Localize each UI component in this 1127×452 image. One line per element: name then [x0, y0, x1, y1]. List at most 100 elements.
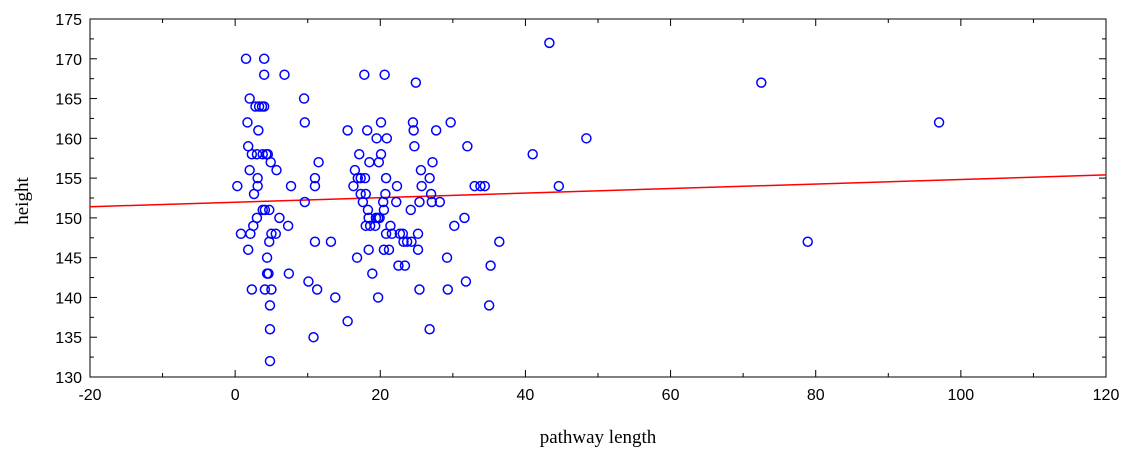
scatter-point — [252, 172, 263, 184]
scatter-point — [361, 125, 373, 136]
scatter-point — [352, 172, 364, 184]
scatter-point — [485, 260, 496, 271]
scatter-point — [282, 220, 294, 232]
scatter-point — [253, 125, 264, 136]
scatter-point — [544, 37, 555, 49]
y-tick-label: 170 — [55, 52, 82, 69]
scatter-point — [367, 268, 378, 279]
scatter-point — [380, 172, 392, 184]
scatter-point — [364, 220, 376, 232]
scatter-point — [408, 125, 419, 136]
scatter-point — [232, 180, 243, 192]
scatter-point — [351, 252, 363, 263]
scatter-point — [258, 53, 270, 65]
scatter-point — [359, 69, 370, 80]
scatter-point — [527, 148, 538, 160]
scatter-point — [460, 276, 472, 287]
scatter-point — [240, 53, 252, 65]
scatter-point — [380, 188, 391, 200]
scatter-point — [386, 228, 398, 240]
scatter-point — [257, 148, 268, 160]
scatter-point — [399, 260, 411, 271]
scatter-point — [381, 133, 393, 144]
scatter-point — [251, 212, 263, 224]
scatter-point — [375, 148, 387, 160]
scatter-point — [266, 284, 277, 295]
scatter-point — [359, 172, 371, 184]
scatter-point — [244, 164, 255, 176]
scatter-point — [342, 125, 353, 136]
scatter-point — [364, 156, 375, 168]
scatter-point — [581, 133, 592, 144]
scatter-point — [374, 212, 385, 224]
scatter-point — [348, 180, 359, 192]
scatter-point — [427, 156, 438, 168]
scatter-point — [442, 284, 454, 295]
scatter-point — [355, 172, 366, 184]
scatter-point — [298, 93, 310, 104]
x-tick-label: 60 — [662, 387, 680, 404]
scatter-point — [410, 77, 422, 88]
scatter-point — [308, 331, 319, 343]
y-tick-label: 165 — [55, 92, 82, 109]
y-tick-label: 145 — [55, 251, 82, 268]
scatter-point — [445, 117, 456, 128]
scatter-point — [303, 276, 314, 287]
scatter-point — [309, 236, 321, 248]
scatter-point — [371, 133, 382, 144]
scatter-point — [325, 236, 337, 248]
scatter-point — [412, 228, 424, 240]
scatter-point — [313, 156, 324, 168]
scatter-point — [378, 204, 390, 216]
scatter-point — [412, 244, 424, 255]
scatter-point — [494, 236, 505, 248]
scatter-point — [380, 228, 392, 240]
scatter-point — [242, 244, 254, 255]
x-tick-label: 0 — [231, 387, 240, 404]
scatter-point — [353, 148, 365, 160]
scatter-point — [299, 117, 311, 128]
scatter-point — [283, 268, 295, 279]
scatter-point — [252, 180, 263, 192]
scatter-point — [378, 244, 390, 255]
scatter-point — [330, 292, 341, 303]
scatter-point — [363, 244, 374, 255]
scatter-point — [309, 172, 321, 184]
scatter-point — [360, 188, 372, 200]
plot-frame — [89, 18, 1107, 378]
scatter-point — [299, 196, 311, 208]
scatter-point — [375, 117, 387, 128]
scatter-point — [462, 141, 473, 152]
scatter-point — [407, 117, 419, 128]
scatter-point — [430, 125, 442, 136]
scatter-point — [244, 93, 255, 104]
scatter-point — [414, 196, 425, 208]
scatter-point — [426, 196, 438, 208]
scatter-point — [397, 228, 409, 240]
scatter-point — [449, 220, 460, 232]
scatter-point — [424, 324, 435, 335]
scatter-point — [434, 196, 446, 208]
scatter-point — [246, 148, 258, 160]
scatter-point — [469, 180, 480, 192]
scatter-point — [398, 236, 409, 248]
scatter-point — [259, 284, 271, 295]
scatter-point — [391, 180, 403, 192]
scatter-point — [383, 244, 395, 255]
y-tick-label: 140 — [55, 290, 82, 307]
scatter-point — [311, 284, 323, 295]
scatter-point — [415, 164, 427, 176]
scatter-point — [309, 180, 321, 192]
scatter-point — [261, 252, 273, 263]
y-tick-label: 130 — [55, 370, 82, 387]
scatter-point — [270, 228, 282, 240]
scatter-point — [459, 212, 470, 224]
scatter-point — [342, 316, 353, 327]
scatter-point — [372, 292, 384, 303]
scatter-point — [756, 77, 767, 88]
scatter-point — [242, 117, 253, 128]
regression-line — [89, 174, 1107, 208]
x-tick-label: 120 — [1093, 387, 1120, 404]
scatter-point — [264, 355, 276, 367]
